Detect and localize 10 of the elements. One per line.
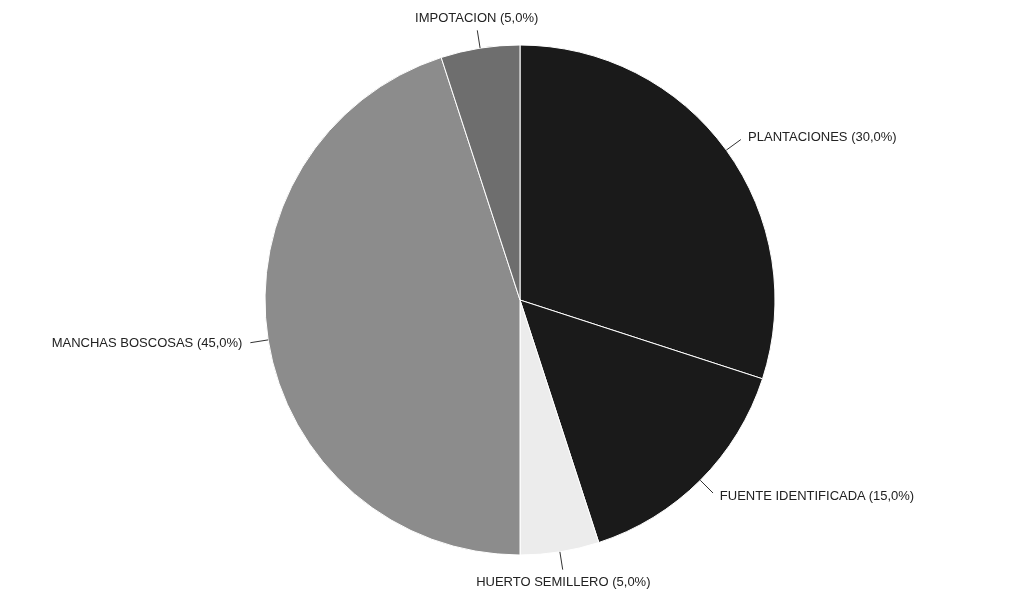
- slice-label: FUENTE IDENTIFICADA: [719, 487, 866, 503]
- slice-label: MANCHAS BOSCOSAS: [51, 335, 194, 351]
- data-label: (15,0%): [868, 487, 915, 503]
- data-label: (45,0%): [196, 335, 243, 351]
- data-label: (30,0%): [851, 129, 897, 145]
- data-label: (5,0%): [612, 573, 651, 589]
- slice-label: PLANTACIONES: [748, 129, 848, 145]
- slice-label: HUERTO SEMILLERO: [476, 573, 609, 589]
- slice-label: IMPOTACION: [415, 10, 497, 26]
- data-label: (5,0%): [500, 10, 539, 26]
